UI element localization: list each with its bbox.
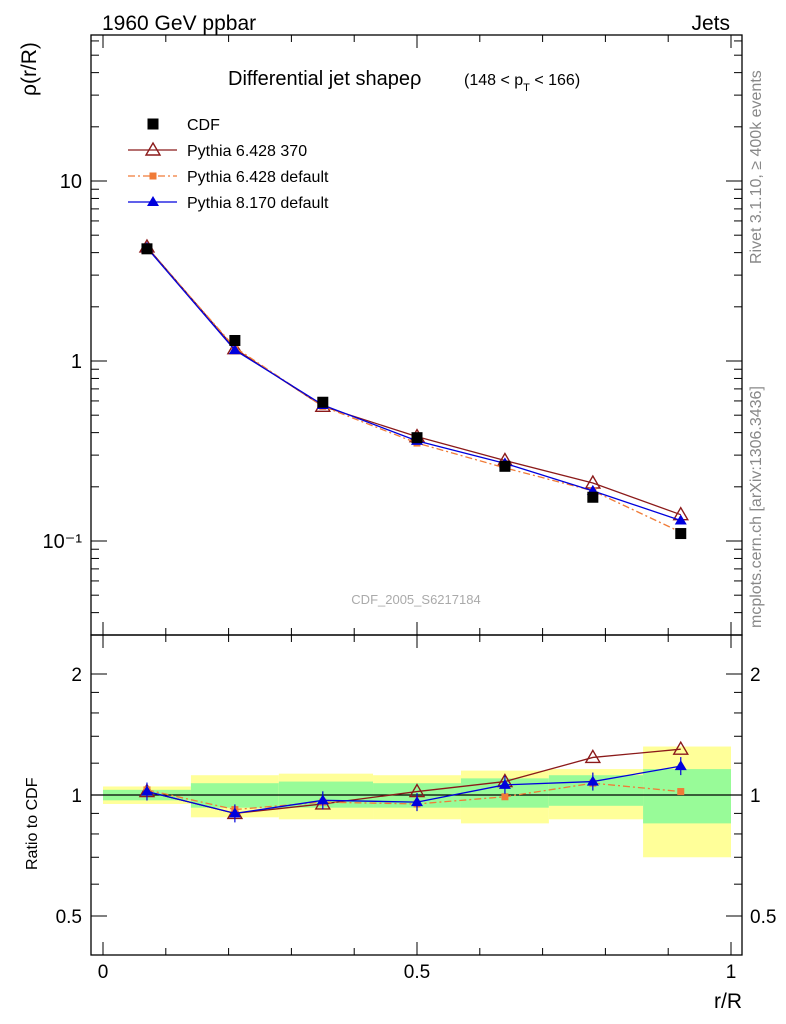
- ratio-data-point: [140, 785, 153, 796]
- legend-label: Pythia 6.428 370: [187, 143, 307, 160]
- x-tick-label: 0.5: [404, 962, 430, 983]
- legend-marker: [147, 196, 159, 206]
- series-line: [146, 247, 682, 533]
- data-point: [587, 491, 599, 503]
- data-point: [674, 514, 687, 525]
- ratio-panel: 0 0.5 1 0.5 0.5 1 1 2 2: [56, 634, 776, 983]
- data-point: [229, 334, 241, 346]
- side-label-mcplots: mcplots.cern.ch [arXiv:1306.3436]: [748, 386, 765, 628]
- ratio-y-tick-label: 1: [71, 786, 82, 807]
- data-point: [411, 432, 423, 444]
- legend-marker: [147, 118, 159, 130]
- ratio-band-inner: [643, 769, 731, 824]
- side-labels: Rivet 3.1.10, ≥ 400k events mcplots.cern…: [748, 70, 765, 628]
- chart-title-text: Differential jet shapeρ: [228, 68, 421, 90]
- header-left: 1960 GeV ppbar: [102, 12, 256, 35]
- ratio-data-point: [672, 740, 689, 755]
- ratio-data-point: [584, 749, 602, 764]
- legend-label: Pythia 8.170 default: [187, 195, 329, 212]
- legend-marker: [149, 172, 157, 180]
- ratio-data-point: [411, 796, 423, 807]
- ratio-y-tick-label: 0.5: [56, 907, 82, 928]
- ratio-data-point: [586, 775, 599, 786]
- legend-label: Pythia 6.428 default: [187, 169, 329, 186]
- y-tick-label: 10: [60, 171, 82, 193]
- legend-marker: [144, 141, 162, 156]
- side-label-rivet: Rivet 3.1.10, ≥ 400k events: [748, 70, 765, 264]
- ratio-data-point: [501, 793, 509, 801]
- x-tick-label: 1: [726, 962, 737, 983]
- chart-title-range: (148 < pT < 166): [464, 72, 580, 94]
- watermark: CDF_2005_S6217184: [351, 592, 480, 607]
- ratio-data-point: [677, 788, 685, 796]
- header-right: Jets: [691, 12, 730, 35]
- ratio-data-point: [228, 807, 241, 818]
- data-point: [499, 460, 511, 472]
- data-point: [141, 243, 153, 255]
- y-axis-label: ρ(r/R): [18, 42, 41, 96]
- x-axis-label: r/R: [714, 990, 742, 1013]
- data-point: [317, 396, 329, 408]
- ratio-y-tick-label: 2: [71, 665, 82, 686]
- legend-label: CDF: [187, 117, 220, 134]
- chart-title: Differential jet shapeρ (148 < pT < 166): [228, 68, 580, 94]
- data-point: [675, 528, 687, 540]
- x-tick-label: 0: [98, 962, 109, 983]
- ratio-data-point: [498, 778, 511, 789]
- series-line: [146, 246, 681, 516]
- y-tick-label: 10⁻¹: [43, 531, 83, 553]
- legend: CDF Pythia 6.428 370 Pythia 6.428 default P…: [128, 117, 329, 212]
- ratio-data-point: [316, 794, 329, 805]
- ratio-data-point: [674, 760, 687, 771]
- series-line: [146, 247, 681, 522]
- ratio-y-tick-label-right: 2: [750, 665, 761, 686]
- ratio-y-axis-label: Ratio to CDF: [24, 777, 41, 870]
- y-tick-label: 1: [71, 351, 82, 373]
- data-point: [228, 344, 241, 355]
- ratio-y-tick-label-right: 0.5: [750, 907, 776, 928]
- ratio-y-tick-label-right: 1: [750, 786, 761, 807]
